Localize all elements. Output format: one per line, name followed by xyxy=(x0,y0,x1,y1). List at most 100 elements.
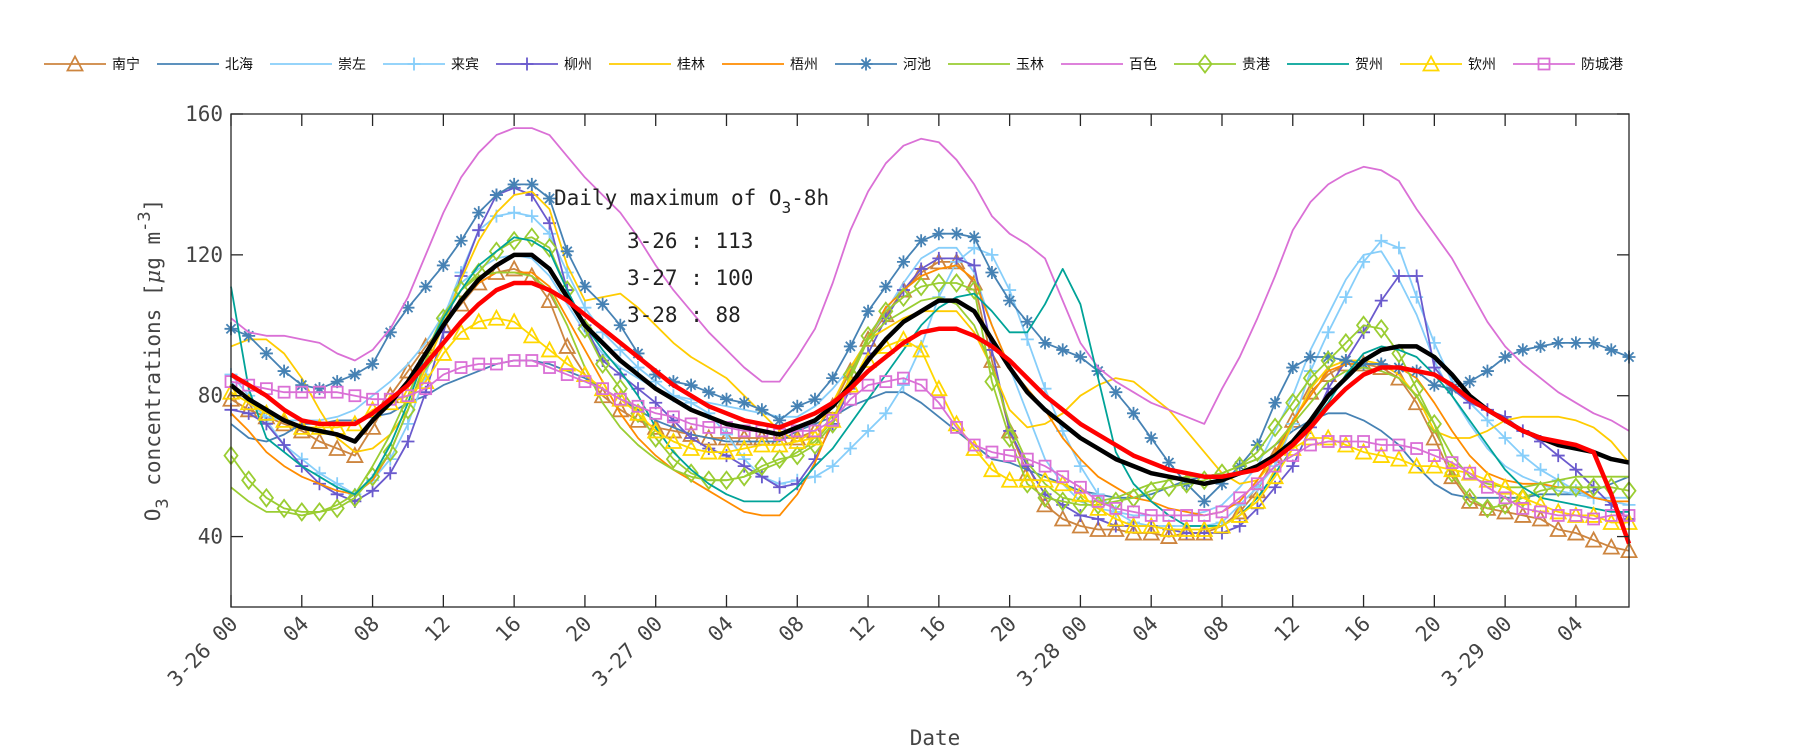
data-point-plus xyxy=(1392,269,1406,283)
data-point-asterisk xyxy=(578,280,592,294)
data-point-plus xyxy=(1073,459,1087,473)
legend-marker-square xyxy=(1537,57,1551,71)
legend-label: 百色 xyxy=(1129,56,1157,73)
data-point-diamond xyxy=(966,280,982,301)
data-point-plus xyxy=(808,470,822,484)
data-point-diamond xyxy=(1055,491,1071,512)
data-point-asterisk xyxy=(702,385,716,399)
data-point-triangle xyxy=(1513,488,1532,506)
data-point-square xyxy=(490,357,503,371)
data-point-diamond xyxy=(1037,487,1053,508)
data-point-asterisk xyxy=(1427,378,1441,392)
x-tick-label: 04 xyxy=(1128,612,1163,647)
data-point-asterisk xyxy=(489,188,503,202)
data-point-square xyxy=(613,392,627,406)
series-百色 xyxy=(230,127,1630,432)
x-tick-label: 16 xyxy=(1340,612,1375,647)
data-point-plus xyxy=(1357,255,1371,269)
x-tick-label: 04 xyxy=(278,612,313,647)
data-point-diamond xyxy=(1426,413,1442,434)
data-point-asterisk xyxy=(348,368,362,382)
data-point-triangle xyxy=(522,326,541,344)
data-point-triangle xyxy=(965,439,984,456)
data-point-plus xyxy=(1073,508,1087,522)
data-point-triangle xyxy=(1036,470,1055,488)
data-point-triangle xyxy=(540,340,559,358)
data-point-triangle xyxy=(699,442,718,460)
series-line xyxy=(230,359,1630,499)
data-point-square xyxy=(861,378,875,392)
data-point-square xyxy=(1250,477,1264,491)
data-point-triangle xyxy=(664,432,683,449)
data-point-plus xyxy=(861,424,875,438)
data-point-plus xyxy=(1410,269,1424,283)
legend-item-梧州: 梧州 xyxy=(722,57,818,73)
legend-label: 南宁 xyxy=(112,56,140,73)
series-line xyxy=(230,190,1630,485)
data-point-triangle xyxy=(1354,442,1373,460)
data-point-asterisk xyxy=(330,375,344,389)
data-point-square xyxy=(1127,505,1140,519)
y-tick-label: 40 xyxy=(198,525,223,549)
data-point-asterisk xyxy=(1109,385,1123,399)
data-point-diamond xyxy=(948,273,965,294)
data-point-triangle xyxy=(1425,428,1444,446)
data-point-asterisk xyxy=(1162,456,1176,470)
data-point-triangle xyxy=(752,435,771,453)
data-point-asterisk xyxy=(1073,350,1087,364)
data-point-triangle xyxy=(505,312,524,330)
data-point-diamond xyxy=(1090,494,1106,515)
data-point-triangle xyxy=(1496,502,1515,520)
data-point-diamond xyxy=(1143,480,1159,501)
plot-frame xyxy=(230,113,1630,608)
data-point-square xyxy=(667,410,680,424)
data-point-asterisk xyxy=(543,192,557,206)
data-point-square xyxy=(1551,509,1565,522)
data-point-plus xyxy=(1569,463,1583,477)
data-point-triangle xyxy=(1106,520,1125,537)
data-point-square xyxy=(985,445,999,459)
legend-label: 桂林 xyxy=(677,57,705,73)
data-point-diamond xyxy=(807,435,823,455)
x-axis-label: Date xyxy=(910,726,961,750)
series-line xyxy=(230,127,1630,432)
legend-label: 崇左 xyxy=(338,57,366,73)
data-point-asterisk xyxy=(1339,354,1353,367)
data-point-plus xyxy=(1339,290,1353,304)
data-point-triangle xyxy=(1566,523,1585,541)
data-point-triangle xyxy=(345,446,364,463)
data-point-triangle xyxy=(487,308,506,326)
data-point-square xyxy=(897,371,910,385)
data-point-square xyxy=(1357,435,1370,448)
data-point-diamond xyxy=(1161,477,1177,498)
x-tick-label: 08 xyxy=(1199,612,1234,647)
data-point-triangle xyxy=(505,259,524,277)
x-tick-label: 04 xyxy=(703,612,738,647)
data-point-square xyxy=(525,354,539,367)
data-point-asterisk xyxy=(1144,431,1158,445)
annotation-line-1: 3-26 : 113 xyxy=(627,229,753,253)
x-tick-label: 12 xyxy=(1269,612,1304,647)
data-point-triangle xyxy=(1071,484,1090,502)
series-line xyxy=(230,211,1630,527)
data-point-asterisk xyxy=(401,301,415,315)
data-point-triangle xyxy=(717,442,736,460)
legend-label: 梧州 xyxy=(790,57,818,73)
data-point-plus xyxy=(1516,449,1530,463)
data-point-diamond xyxy=(241,470,257,491)
x-tick-label: 04 xyxy=(1553,612,1588,647)
legend-marker-plus xyxy=(520,57,534,71)
data-point-asterisk xyxy=(1197,494,1211,508)
data-point-diamond xyxy=(1373,318,1389,339)
data-point-diamond xyxy=(294,501,310,522)
x-tick-label: 12 xyxy=(420,612,455,647)
annotation-title: Daily maximum of O3-8h xyxy=(554,186,829,217)
series-钦州 xyxy=(221,308,1639,537)
data-point-plus xyxy=(1498,431,1512,445)
data-point-plus xyxy=(914,262,928,276)
data-point-square xyxy=(313,385,326,399)
legend-marker-plus xyxy=(407,57,421,71)
legend-marker-diamond xyxy=(1197,54,1213,74)
data-point-square xyxy=(1038,459,1052,473)
data-point-triangle xyxy=(1000,470,1019,488)
